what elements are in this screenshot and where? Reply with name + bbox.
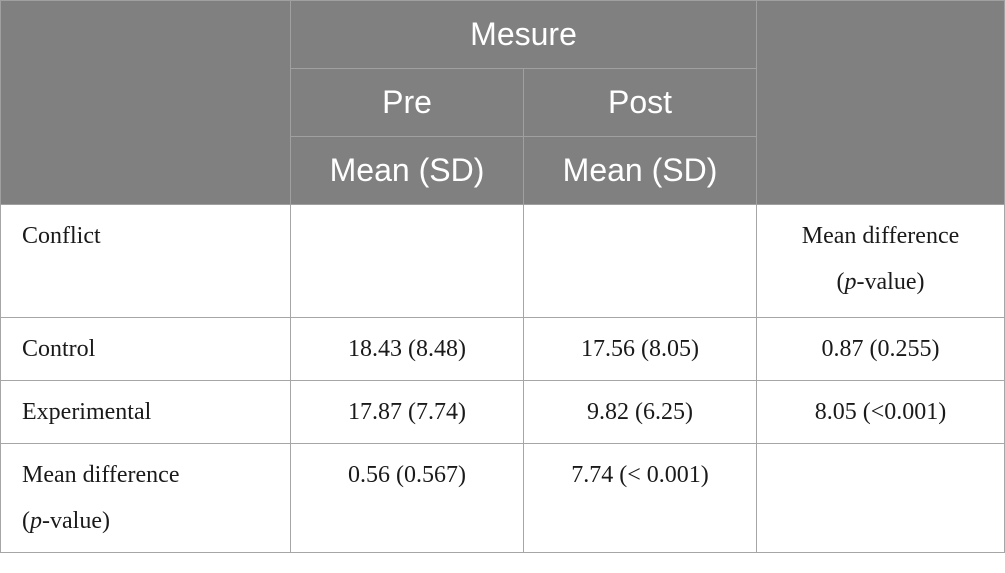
row-label-control: Control (0, 317, 291, 381)
header-blank-left (0, 0, 291, 205)
header-mean-difference: Mean difference (p-value) (756, 204, 1005, 318)
row-label-mean-difference: Mean difference (p-value) (0, 443, 291, 553)
header-group-measure: Mesure (289, 0, 758, 69)
table-row-control: Control 18.43 (8.48) 17.56 (8.05) 0.87 (… (0, 317, 1005, 381)
cell-md-post: 7.74 (< 0.001) (522, 443, 758, 553)
md-label-line1: Mean difference (22, 462, 180, 488)
cell-control-pre: 18.43 (8.48) (290, 317, 524, 381)
row-label-conflict: Conflict (0, 204, 291, 318)
header-post: Post (522, 68, 758, 137)
cell-experimental-diff: 8.05 (<0.001) (756, 380, 1005, 444)
md-label-open: ( (22, 508, 30, 534)
md-label-line2: (p-value) (22, 498, 290, 544)
md-header-open: ( (836, 269, 845, 295)
md-label-p: p (30, 508, 42, 534)
header-pre-stat: Mean (SD) (290, 136, 524, 205)
header-blank-right (756, 0, 1005, 205)
md-header-line1: Mean difference (801, 223, 960, 249)
cell-md-diff (756, 443, 1005, 553)
cell-control-post: 17.56 (8.05) (522, 317, 758, 381)
md-label-rest: -value) (42, 508, 110, 534)
cell-control-diff: 0.87 (0.255) (756, 317, 1005, 381)
cell-conflict-post (522, 204, 758, 318)
cell-md-pre: 0.56 (0.567) (290, 443, 524, 553)
results-table: Mesure Pre Post Mean (SD) Mean (SD) Conf… (0, 0, 1005, 553)
md-header-p: p (844, 269, 857, 295)
cell-experimental-post: 9.82 (6.25) (522, 380, 758, 444)
header-pre: Pre (290, 68, 524, 137)
table-row-experimental: Experimental 17.87 (7.74) 9.82 (6.25) 8.… (0, 380, 1005, 444)
cell-experimental-pre: 17.87 (7.74) (290, 380, 524, 444)
cell-conflict-pre (290, 204, 524, 318)
table-row-conflict: Conflict Mean difference (p-value) (0, 204, 1005, 318)
table-row-mean-difference: Mean difference (p-value) 0.56 (0.567) 7… (0, 443, 1005, 553)
header-post-stat: Mean (SD) (522, 136, 758, 205)
md-header-rest: -value) (856, 269, 925, 295)
md-header-line2: (p-value) (757, 259, 1004, 305)
row-label-experimental: Experimental (0, 380, 291, 444)
